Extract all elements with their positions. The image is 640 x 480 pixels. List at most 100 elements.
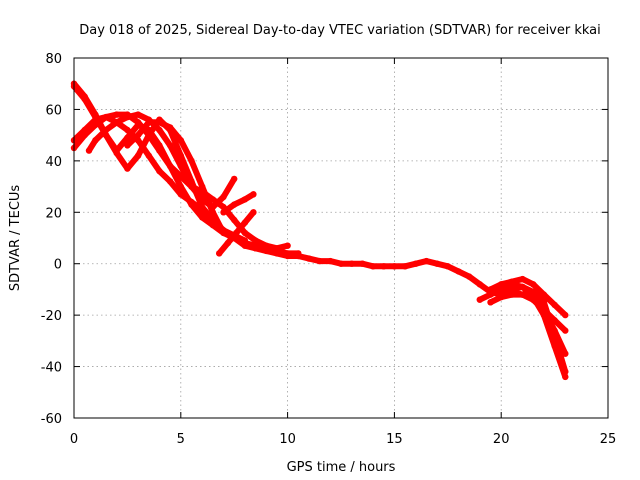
data-point: [134, 152, 142, 159]
data-point: [145, 119, 152, 126]
data-point: [102, 126, 110, 134]
y-tick-label: -20: [41, 309, 62, 324]
data-point: [124, 113, 131, 121]
points-track-12: [498, 288, 569, 334]
data-point: [530, 281, 537, 288]
data-point: [241, 242, 249, 249]
data-point: [241, 229, 249, 237]
grid: [74, 58, 608, 418]
data-point: [519, 291, 526, 298]
data-point: [562, 350, 569, 357]
data-point: [476, 281, 483, 288]
data-point: [209, 209, 216, 216]
data-point: [220, 229, 227, 237]
data-point: [85, 147, 93, 154]
data-point: [156, 167, 163, 175]
data-point: [487, 291, 494, 298]
series-track-2: [71, 80, 248, 244]
data-point: [433, 260, 441, 267]
data-point: [487, 286, 494, 293]
data-point: [273, 250, 281, 257]
data-point: [241, 219, 249, 226]
y-axis-label: SDTVAR / TECUs: [8, 185, 23, 292]
data-point: [166, 178, 174, 185]
points-track-11: [487, 275, 569, 319]
data-point: [508, 288, 516, 296]
data-point: [166, 162, 174, 170]
data-point: [177, 137, 184, 144]
y-tick-label: 0: [54, 258, 62, 273]
data-point: [220, 193, 227, 201]
points-track-7: [216, 209, 257, 257]
data-point: [284, 252, 291, 260]
data-point: [263, 242, 270, 249]
data-point: [231, 216, 238, 224]
x-tick-label: 25: [600, 432, 617, 447]
y-tick-label: 60: [45, 103, 62, 118]
data-point: [508, 278, 516, 285]
data-point: [562, 368, 569, 375]
data-point: [540, 299, 548, 306]
data-point: [540, 306, 548, 314]
data-point: [188, 157, 195, 165]
data-point: [551, 317, 558, 324]
data-point: [250, 209, 257, 216]
data-point: [124, 165, 131, 172]
data-point: [369, 263, 377, 270]
data-point: [156, 126, 163, 134]
data-point: [337, 260, 345, 267]
data-point: [92, 111, 99, 118]
data-point: [252, 237, 259, 244]
data-point: [455, 268, 462, 275]
data-point: [540, 291, 548, 298]
data-point: [466, 273, 473, 280]
y-tick-label: -60: [41, 412, 62, 427]
data-point: [519, 275, 526, 283]
chart-title: Day 018 of 2025, Sidereal Day-to-day VTE…: [79, 23, 601, 38]
x-axis-label: GPS time / hours: [287, 460, 396, 475]
data-point: [156, 147, 163, 154]
x-tick-label: 20: [493, 432, 510, 447]
data-point: [250, 191, 257, 198]
data-point: [562, 311, 569, 319]
data-point: [487, 299, 494, 306]
data-point: [188, 198, 195, 206]
data-point: [530, 296, 537, 303]
data-point: [199, 214, 206, 221]
series-track-8: [220, 191, 257, 216]
data-point: [145, 152, 152, 159]
data-point: [498, 291, 505, 298]
axis-ticks: 0 5 10 15 20 25 -60 -40 -20 0 20 40 60 80: [41, 52, 617, 447]
data-point: [124, 126, 131, 134]
data-point: [224, 239, 231, 247]
data-point: [562, 327, 569, 334]
points-track-8: [220, 191, 257, 216]
data-point: [113, 149, 120, 157]
data-point: [519, 283, 526, 291]
x-tick-label: 15: [386, 432, 403, 447]
data-point: [359, 260, 366, 267]
data-point: [92, 121, 99, 129]
data-point: [199, 183, 206, 190]
x-tick-label: 0: [70, 432, 78, 447]
data-point: [327, 257, 334, 265]
y-tick-label: 40: [45, 155, 62, 170]
data-point: [166, 142, 174, 149]
data-point: [166, 124, 174, 131]
data-point: [423, 257, 430, 265]
data-point: [498, 281, 505, 288]
data-point: [444, 263, 451, 270]
data-point: [177, 162, 184, 170]
data-point: [134, 131, 142, 139]
data-point: [562, 373, 569, 381]
points-track-2: [70, 80, 249, 244]
data-point: [81, 93, 88, 100]
data-point: [241, 196, 249, 203]
data-point: [199, 206, 206, 213]
plot-frame: [73, 57, 609, 419]
data-point: [551, 301, 558, 309]
y-tick-label: 20: [45, 206, 62, 221]
data-point: [316, 257, 323, 265]
data-series: [70, 80, 569, 381]
data-point: [216, 250, 223, 257]
